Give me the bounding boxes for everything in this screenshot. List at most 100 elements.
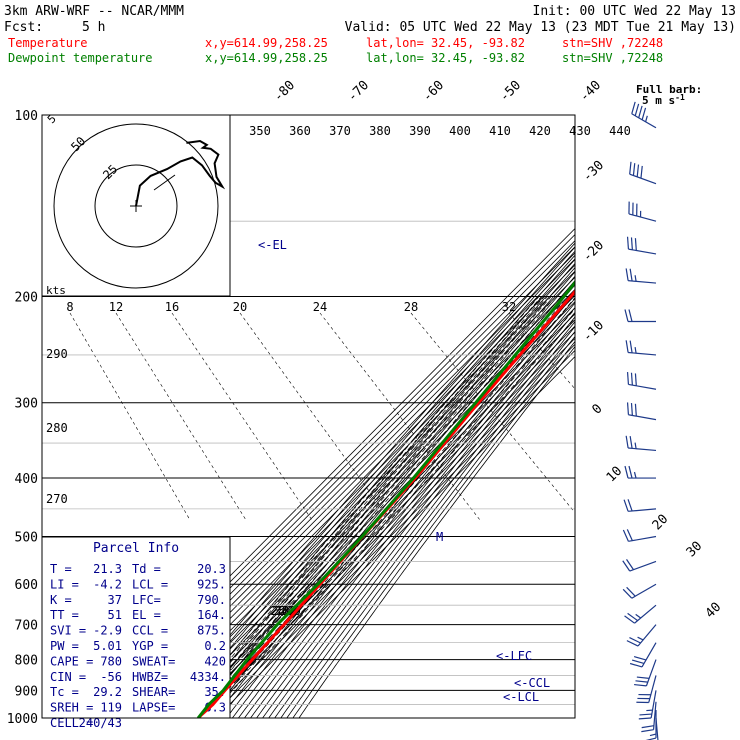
wind-barb-staff xyxy=(628,447,657,452)
wind-barb-flag xyxy=(626,372,630,385)
model-title: 3km ARW-WRF -- NCAR/MMM xyxy=(4,4,184,19)
wind-barb-flag xyxy=(626,236,630,250)
parcel-title: Parcel Info xyxy=(93,541,179,556)
wind-barb-flag xyxy=(641,729,654,733)
wind-barb-flag xyxy=(629,340,633,353)
parcel-info-box: Parcel Info T = 21.3 Td = 20.3 LI = -4.2 LCL = 9… xyxy=(41,536,231,730)
annotation-label: M xyxy=(436,530,443,544)
wind-barb-flag xyxy=(640,165,643,179)
wind-barb-half xyxy=(634,347,637,354)
wind-barb-flag xyxy=(633,656,647,661)
wind-barb-staff xyxy=(628,280,657,284)
parcel-key: TT = xyxy=(50,608,79,622)
wind-barb-flag xyxy=(624,465,629,479)
wind-barb xyxy=(625,268,657,284)
mixing-ratio-label: 2 xyxy=(271,604,278,618)
mixing-ratio-label: 8 xyxy=(282,604,289,618)
isotherm-20 xyxy=(197,337,575,718)
pressure-label: 500 xyxy=(15,530,38,545)
parcel-value: 875. xyxy=(197,624,226,638)
parcel-value: -2.9 xyxy=(93,624,122,638)
wind-barb-half xyxy=(633,471,637,479)
parcel-key: SVI = xyxy=(50,624,86,638)
wind-barb xyxy=(624,309,656,323)
wind-barb-staff xyxy=(650,690,657,719)
hodograph-ring-outer xyxy=(53,123,219,289)
moist-adiabat-35 xyxy=(206,317,575,718)
speed-tick-label: 32 xyxy=(502,300,516,314)
wind-barb-flag xyxy=(630,403,633,416)
isotherm-50 xyxy=(215,355,575,718)
speed-guide-5 xyxy=(410,312,575,514)
wind-barb-flag xyxy=(628,309,633,322)
wind-barb-flag xyxy=(636,676,650,679)
parcel-value: 20.3 xyxy=(197,562,226,576)
parcel-value: 29.2 xyxy=(93,685,122,699)
wind-barb-staff xyxy=(652,701,657,730)
wind-barb-flag xyxy=(622,588,633,599)
speed-tick-label: 12 xyxy=(109,300,123,314)
parcel-key: LAPSE= xyxy=(132,701,175,715)
valid-time: Valid: 05 UTC Wed 22 May 13 (23 MDT Tue … xyxy=(345,20,736,35)
wind-barb xyxy=(631,101,657,129)
parcel-key: LCL = xyxy=(132,577,168,591)
wind-barb-half xyxy=(645,115,648,122)
pressure-label: 1000 xyxy=(7,712,38,727)
wind-barb-flag xyxy=(634,683,647,687)
init-time: Init: 00 UTC Wed 22 May 13 xyxy=(533,4,737,19)
theta-label: 430 xyxy=(569,124,591,138)
speed-tick-label: 8 xyxy=(66,300,73,314)
annotation-label: <-EL xyxy=(258,238,287,252)
parcel-value: 37 xyxy=(108,593,122,607)
speed-guide-3 xyxy=(239,312,391,521)
parcel-value: 240/43 xyxy=(79,716,122,730)
wind-barb-flag xyxy=(622,529,629,542)
wind-barb-flag xyxy=(629,662,643,668)
barb-legend-value: 5 m s-1 xyxy=(642,93,685,107)
pressure-label: 300 xyxy=(15,397,38,412)
wind-barb-flag xyxy=(625,268,629,281)
wind-barb-flag xyxy=(631,659,645,665)
annotation-label: <-LCL xyxy=(503,690,539,704)
parcel-key: Td = xyxy=(132,562,161,576)
wind-barb-flag xyxy=(627,499,633,512)
wind-barb xyxy=(629,161,657,185)
wind-barb xyxy=(626,624,657,647)
mixing-ratio-label: 5 xyxy=(278,604,285,618)
wind-barb-staff xyxy=(628,383,657,390)
wind-barb-flag xyxy=(624,309,629,322)
parcel-value: -56 xyxy=(100,670,122,684)
barb-legend-title: Full barb: xyxy=(636,83,702,96)
parcel-key: CCL = xyxy=(132,624,168,638)
parcel-key: HWBZ= xyxy=(132,670,168,684)
theta-label: 390 xyxy=(409,124,431,138)
parcel-value: 21.3 xyxy=(93,562,122,576)
speed-tick-label: 28 xyxy=(404,300,418,314)
isotherm--90 xyxy=(131,270,575,718)
wind-barb-flag xyxy=(638,105,643,118)
wind-barb-staff xyxy=(628,414,657,421)
isotherm--20 xyxy=(173,313,575,718)
parcel-key: T = xyxy=(50,562,72,576)
wind-barb-flag xyxy=(635,680,648,683)
speed-tick-label: 24 xyxy=(313,300,327,314)
legend-temp-latlon: lat,lon= 32.45, -93.82 xyxy=(366,36,525,50)
parcel-value: 420 xyxy=(204,654,226,668)
wind-barb xyxy=(638,690,657,720)
parcel-key: SREH = xyxy=(50,701,93,715)
wind-barb xyxy=(623,499,657,512)
wind-barb xyxy=(622,583,657,599)
parcel-key: YGP = xyxy=(132,639,168,653)
parcel-key: LI = xyxy=(50,577,79,591)
theta-label: 370 xyxy=(329,124,351,138)
wind-barb-staff xyxy=(645,659,657,687)
wind-barb-flag xyxy=(628,465,633,479)
wind-barb-staff xyxy=(628,213,657,222)
parcel-key: PW = xyxy=(50,639,79,653)
wind-barb-staff xyxy=(631,583,657,599)
wind-barb xyxy=(628,201,657,222)
wind-barb-staff xyxy=(655,717,659,740)
wind-barb-flag xyxy=(625,435,629,449)
hodograph-storm-vector xyxy=(153,174,176,191)
